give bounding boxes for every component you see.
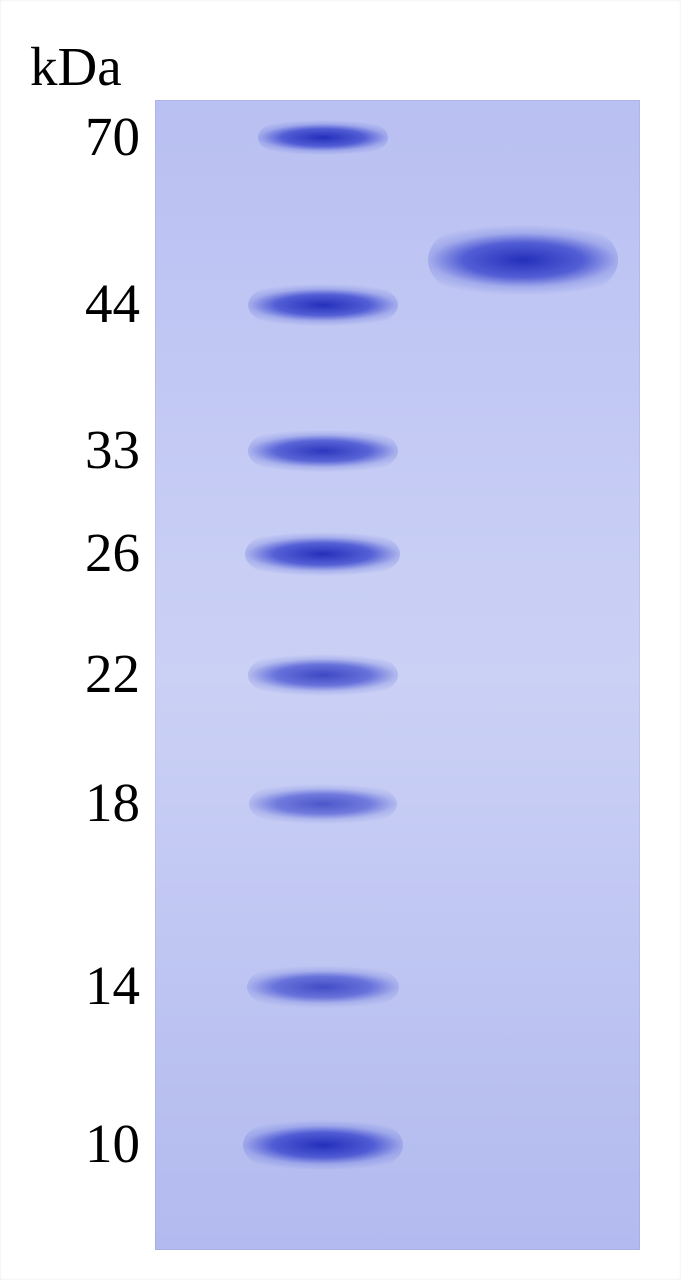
mw-label: 70 [85, 105, 140, 168]
ladder-band [258, 120, 388, 155]
ladder-band [247, 966, 399, 1008]
ladder-band [248, 430, 398, 472]
gel-lane-area [155, 100, 640, 1250]
ladder-band [248, 654, 398, 696]
mw-label: 14 [85, 954, 140, 1017]
unit-label: kDa [30, 35, 122, 98]
mw-label: 10 [85, 1112, 140, 1175]
mw-label: 33 [85, 418, 140, 481]
sample-band [428, 225, 618, 295]
ladder-band [243, 1120, 403, 1170]
ladder-band [245, 532, 400, 576]
mw-label: 22 [85, 642, 140, 705]
ladder-band [249, 784, 397, 824]
mw-label: 26 [85, 521, 140, 584]
ladder-band [248, 284, 398, 326]
mw-label: 44 [85, 272, 140, 335]
gel-figure: kDa 70 44 33 26 22 18 14 10 [0, 0, 681, 1280]
mw-label: 18 [85, 771, 140, 834]
